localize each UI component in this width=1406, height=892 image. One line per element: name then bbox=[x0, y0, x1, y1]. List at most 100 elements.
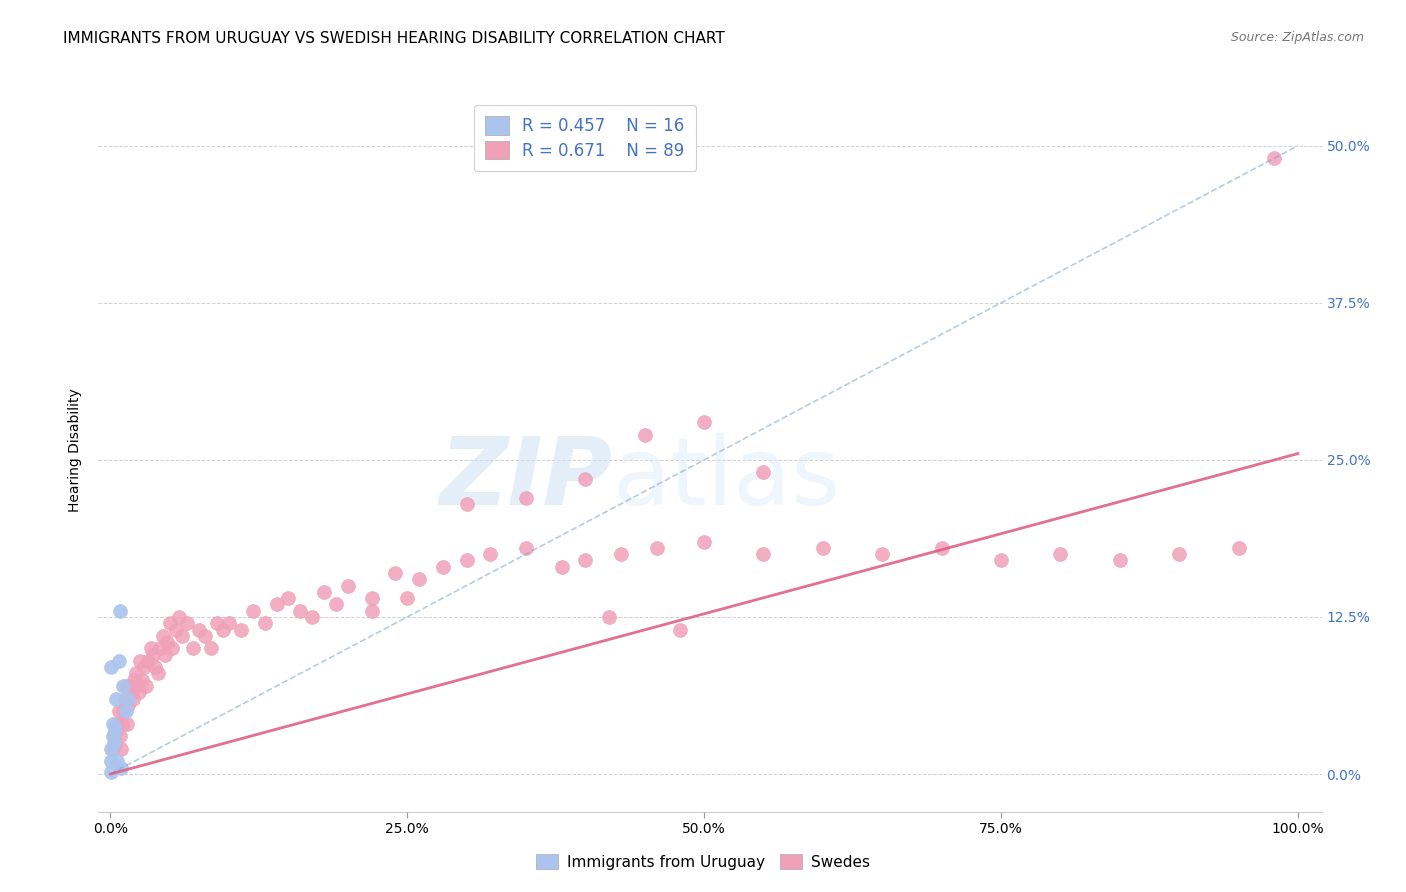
Point bbox=[101, 729, 124, 743]
Point bbox=[1227, 541, 1250, 555]
Legend: Immigrants from Uruguay, Swedes: Immigrants from Uruguay, Swedes bbox=[529, 846, 877, 877]
Point bbox=[200, 641, 222, 656]
Point bbox=[103, 729, 125, 743]
Point bbox=[145, 660, 167, 674]
Point bbox=[360, 591, 382, 606]
Point bbox=[277, 591, 299, 606]
Point bbox=[574, 472, 596, 486]
Point bbox=[156, 635, 179, 649]
Point bbox=[456, 553, 478, 567]
Point bbox=[100, 755, 122, 769]
Point bbox=[118, 679, 141, 693]
Point bbox=[408, 572, 430, 586]
Point bbox=[136, 654, 159, 668]
Point bbox=[142, 648, 165, 662]
Point bbox=[135, 679, 157, 693]
Point bbox=[811, 541, 834, 555]
Point bbox=[101, 742, 124, 756]
Point bbox=[112, 704, 135, 718]
Point bbox=[110, 761, 132, 775]
Point bbox=[110, 742, 132, 756]
Point bbox=[121, 691, 143, 706]
Point bbox=[108, 729, 131, 743]
Point bbox=[114, 691, 136, 706]
Point bbox=[515, 541, 537, 555]
Point bbox=[574, 553, 596, 567]
Point bbox=[131, 673, 153, 687]
Point bbox=[550, 559, 572, 574]
Point bbox=[598, 610, 620, 624]
Point bbox=[188, 623, 211, 637]
Point bbox=[125, 666, 148, 681]
Point bbox=[336, 578, 359, 592]
Point bbox=[1108, 553, 1130, 567]
Point bbox=[114, 679, 136, 693]
Point bbox=[752, 547, 775, 561]
Point bbox=[325, 598, 347, 612]
Point bbox=[610, 547, 633, 561]
Point bbox=[107, 755, 129, 769]
Point bbox=[242, 604, 264, 618]
Point bbox=[253, 616, 276, 631]
Point bbox=[870, 547, 893, 561]
Point bbox=[396, 591, 419, 606]
Text: atlas: atlas bbox=[612, 434, 841, 525]
Point bbox=[360, 604, 382, 618]
Point bbox=[107, 716, 129, 731]
Point bbox=[170, 629, 193, 643]
Point bbox=[1263, 151, 1285, 165]
Point bbox=[128, 685, 150, 699]
Point bbox=[212, 623, 235, 637]
Point bbox=[693, 534, 716, 549]
Point bbox=[107, 654, 129, 668]
Point bbox=[160, 641, 183, 656]
Point bbox=[100, 660, 122, 674]
Point bbox=[129, 654, 152, 668]
Point bbox=[669, 623, 692, 637]
Point bbox=[104, 736, 127, 750]
Point bbox=[108, 604, 131, 618]
Point bbox=[105, 691, 128, 706]
Point bbox=[290, 604, 312, 618]
Text: ZIP: ZIP bbox=[439, 434, 612, 525]
Point bbox=[183, 641, 205, 656]
Point bbox=[105, 723, 128, 737]
Point bbox=[432, 559, 454, 574]
Point bbox=[931, 541, 953, 555]
Point bbox=[112, 679, 135, 693]
Point bbox=[229, 623, 252, 637]
Point bbox=[176, 616, 198, 631]
Point bbox=[266, 598, 288, 612]
Text: IMMIGRANTS FROM URUGUAY VS SWEDISH HEARING DISABILITY CORRELATION CHART: IMMIGRANTS FROM URUGUAY VS SWEDISH HEARI… bbox=[63, 31, 725, 46]
Point bbox=[146, 666, 169, 681]
Point bbox=[115, 716, 138, 731]
Point bbox=[1049, 547, 1071, 561]
Text: Source: ZipAtlas.com: Source: ZipAtlas.com bbox=[1230, 31, 1364, 45]
Point bbox=[312, 584, 335, 599]
Point bbox=[167, 610, 190, 624]
Legend: R = 0.457    N = 16, R = 0.671    N = 89: R = 0.457 N = 16, R = 0.671 N = 89 bbox=[474, 104, 696, 171]
Point bbox=[117, 698, 139, 712]
Point bbox=[124, 679, 146, 693]
Point bbox=[194, 629, 217, 643]
Point bbox=[139, 641, 162, 656]
Point bbox=[122, 673, 145, 687]
Point bbox=[1168, 547, 1191, 561]
Point bbox=[121, 685, 143, 699]
Point bbox=[165, 623, 187, 637]
Point bbox=[104, 723, 127, 737]
Point bbox=[111, 716, 134, 731]
Point bbox=[107, 704, 129, 718]
Point bbox=[645, 541, 668, 555]
Point bbox=[159, 616, 181, 631]
Point bbox=[384, 566, 406, 580]
Point bbox=[752, 466, 775, 480]
Point bbox=[456, 497, 478, 511]
Point bbox=[479, 547, 502, 561]
Y-axis label: Hearing Disability: Hearing Disability bbox=[69, 389, 83, 512]
Point bbox=[149, 641, 172, 656]
Point bbox=[117, 691, 139, 706]
Point bbox=[100, 742, 122, 756]
Point bbox=[103, 736, 125, 750]
Point bbox=[990, 553, 1012, 567]
